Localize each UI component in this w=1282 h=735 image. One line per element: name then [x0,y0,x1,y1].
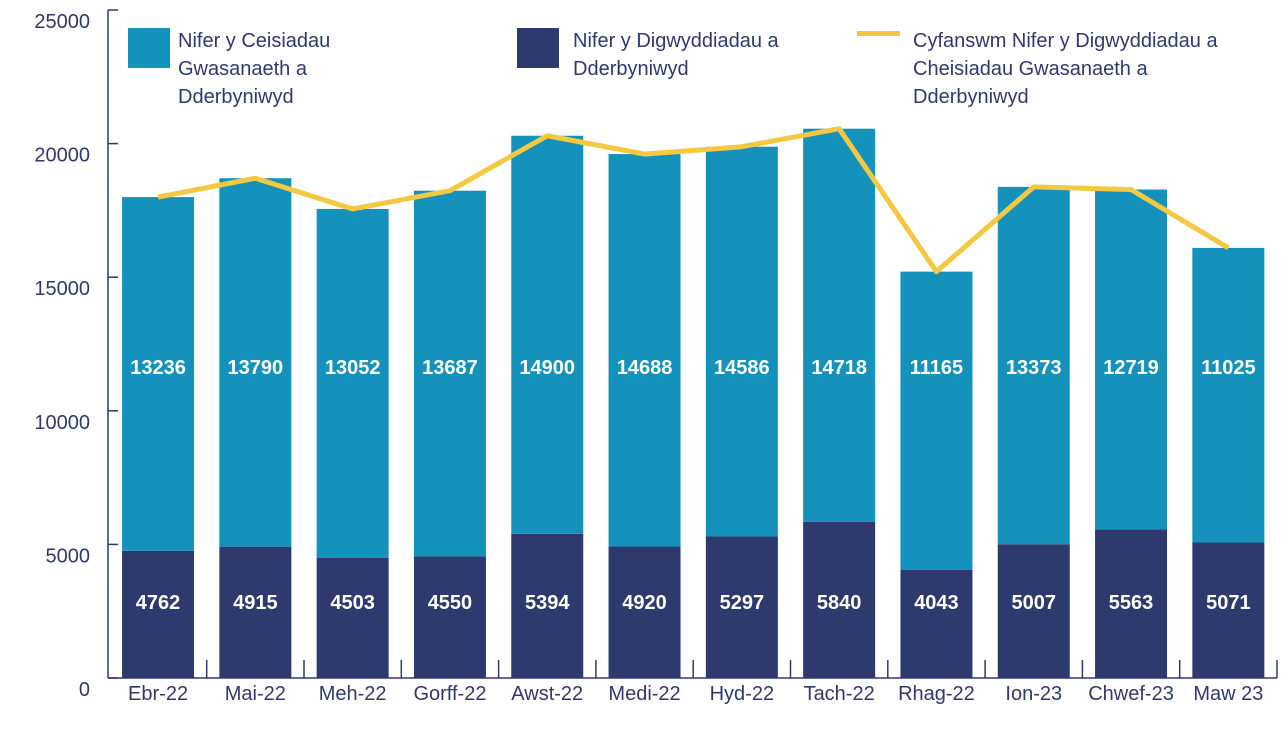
y-tick-label: 10000 [34,412,90,434]
bar-segment [219,178,292,547]
data-label: 4915 [233,592,278,614]
bar-segment [122,197,195,551]
bar-segment [219,546,292,678]
data-label: 13790 [228,357,284,379]
x-tick-label: Chwef-23 [1088,683,1174,705]
x-tick-label: Medi-22 [608,683,680,705]
bar-segment [413,556,486,678]
bar-segment [1095,189,1168,530]
bar-segment [705,146,778,537]
legend-swatch [128,28,170,68]
bar-segment [316,208,389,558]
data-label: 14688 [617,357,673,379]
legend-label: Cyfanswm Nifer y Digwyddiadau a Cheisiad… [913,30,1218,108]
bar-segment [413,190,486,557]
x-tick-label: Awst-22 [511,683,583,705]
legend-label: Nifer y Ceisiadau Gwasanaeth a Dderbyniw… [178,30,331,108]
data-label: 11165 [910,357,963,379]
y-tick-label: 20000 [34,145,90,167]
x-tick-label: Hyd-22 [710,683,774,705]
data-label: 13236 [130,357,186,379]
bar-segment [511,533,584,678]
legend-label: Nifer y Digwyddiadau a Dderbyniwyd [573,30,779,80]
data-label: 4920 [622,592,667,614]
x-tick-label: Gorff-22 [413,683,486,705]
data-label: 5007 [1012,592,1057,614]
x-tick-label: Maw 23 [1193,683,1263,705]
data-label: 4503 [330,592,375,614]
data-label: 4043 [914,592,959,614]
y-tick-label: 0 [79,679,90,701]
bar-segment [122,550,195,678]
x-tick-label: Mai-22 [225,683,286,705]
data-label: 12719 [1103,357,1159,379]
data-label: 5563 [1109,592,1154,614]
legend-swatch [857,31,900,36]
bar-segment [900,569,973,678]
bar-segment [608,546,681,678]
x-tick-label: Tach-22 [804,683,875,705]
data-label: 4550 [428,592,473,614]
data-label: 5297 [720,592,765,614]
bar-segment [608,154,681,547]
data-label: 4762 [136,592,181,614]
bar-segment [1192,247,1265,543]
y-tick-label: 25000 [34,11,90,33]
data-label: 14586 [714,357,770,379]
data-label: 13052 [325,357,381,379]
y-tick-label: 5000 [46,545,91,567]
bar-segment [803,128,876,522]
data-label: 14900 [519,357,575,379]
bar-segment [803,521,876,678]
data-label: 13687 [422,357,478,379]
bar-segment [1192,542,1265,678]
data-label: 5071 [1206,592,1251,614]
x-tick-label: Ebr-22 [128,683,188,705]
data-label: 5840 [817,592,862,614]
data-label: 11025 [1201,357,1256,379]
bar-segment [705,536,778,678]
bar-segment [900,271,973,570]
legend-swatch [517,28,559,68]
y-tick-label: 15000 [34,278,90,300]
bar-segment [997,544,1070,678]
data-label: 13373 [1006,357,1062,379]
total-line [157,126,1230,275]
bar-segment [316,557,389,678]
bar-segment [997,186,1070,545]
x-tick-label: Ion-23 [1005,683,1062,705]
bar-segment [1095,529,1168,678]
bar-segment [511,135,584,534]
data-label: 5394 [525,592,570,614]
data-label: 14718 [811,357,867,379]
x-tick-label: Rhag-22 [898,683,975,705]
x-tick-label: Meh-22 [319,683,387,705]
